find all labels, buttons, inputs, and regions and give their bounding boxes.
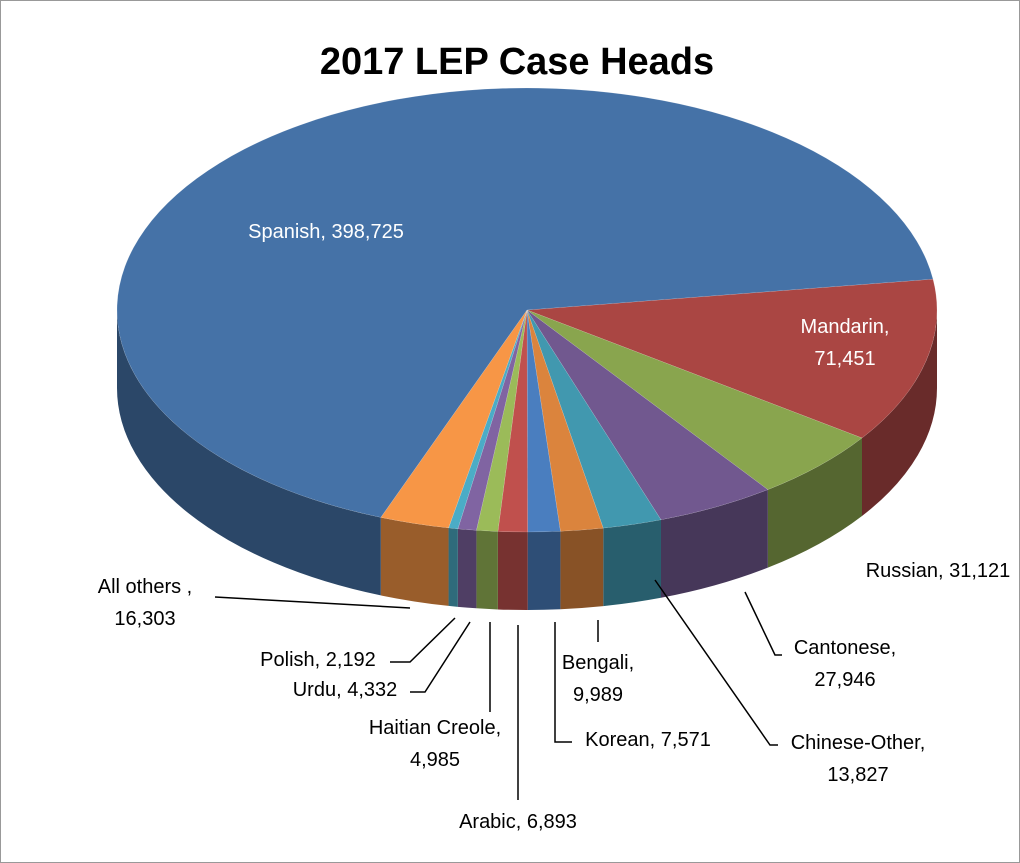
leader-line (390, 617, 456, 663)
slice (497, 309, 528, 533)
data-label: Spanish, 398,725 (248, 221, 404, 243)
leader-line (744, 591, 782, 656)
slice-side (448, 527, 458, 607)
label-line: Cantonese, (794, 637, 896, 659)
label-line: 16,303 (114, 608, 175, 630)
slice-side (380, 517, 449, 606)
slice (526, 309, 662, 529)
slice-side (497, 531, 528, 611)
data-label: Korean, 7,571 (585, 729, 711, 751)
label-line: 4,985 (410, 749, 460, 771)
slice (526, 309, 769, 521)
data-label: Urdu, 4,332 (293, 679, 398, 701)
data-label: Arabic, 6,893 (459, 811, 577, 833)
data-label: Russian, 31,121 (866, 560, 1011, 582)
label-line: Haitian Creole, (369, 717, 501, 739)
data-label: All others , 16,303 (98, 576, 192, 630)
label-line: Chinese-Other, (791, 732, 926, 754)
slice-side (476, 530, 498, 610)
label-line: All others , (98, 576, 192, 598)
slice (476, 309, 528, 532)
slice (116, 87, 934, 518)
slice-side (560, 528, 604, 610)
slice (526, 309, 604, 532)
label-line: 71,451 (814, 348, 875, 370)
leader-line (214, 596, 411, 609)
data-label: Chinese-Other, 13,827 (791, 732, 926, 786)
slice-side (660, 489, 768, 598)
label-line: Mandarin, (801, 316, 890, 338)
data-label: Mandarin, 71,451 (801, 316, 890, 370)
slice (457, 309, 528, 531)
label-line: Bengali, (562, 652, 634, 674)
leader-line (554, 622, 572, 743)
slice (526, 309, 863, 490)
slice-side (862, 310, 937, 516)
slice-side (767, 437, 863, 568)
slice-side (603, 519, 661, 607)
slice-side (117, 310, 381, 596)
label-line: 13,827 (827, 764, 888, 786)
data-label: Polish, 2,192 (260, 649, 376, 671)
slice (380, 309, 528, 529)
data-label: Bengali, 9,989 (562, 652, 634, 706)
label-line: 27,946 (814, 669, 875, 691)
chart-title: 2017 LEP Case Heads (320, 41, 714, 83)
data-label: Haitian Creole, 4,985 (369, 717, 501, 771)
label-line: 9,989 (573, 684, 623, 706)
slice (526, 309, 561, 533)
slice (448, 309, 528, 530)
slice-side (527, 531, 561, 610)
leader-line (654, 579, 778, 746)
slice (526, 278, 938, 439)
slice-side (457, 528, 477, 609)
data-label: Cantonese, 27,946 (794, 637, 896, 691)
leader-line (410, 621, 471, 693)
